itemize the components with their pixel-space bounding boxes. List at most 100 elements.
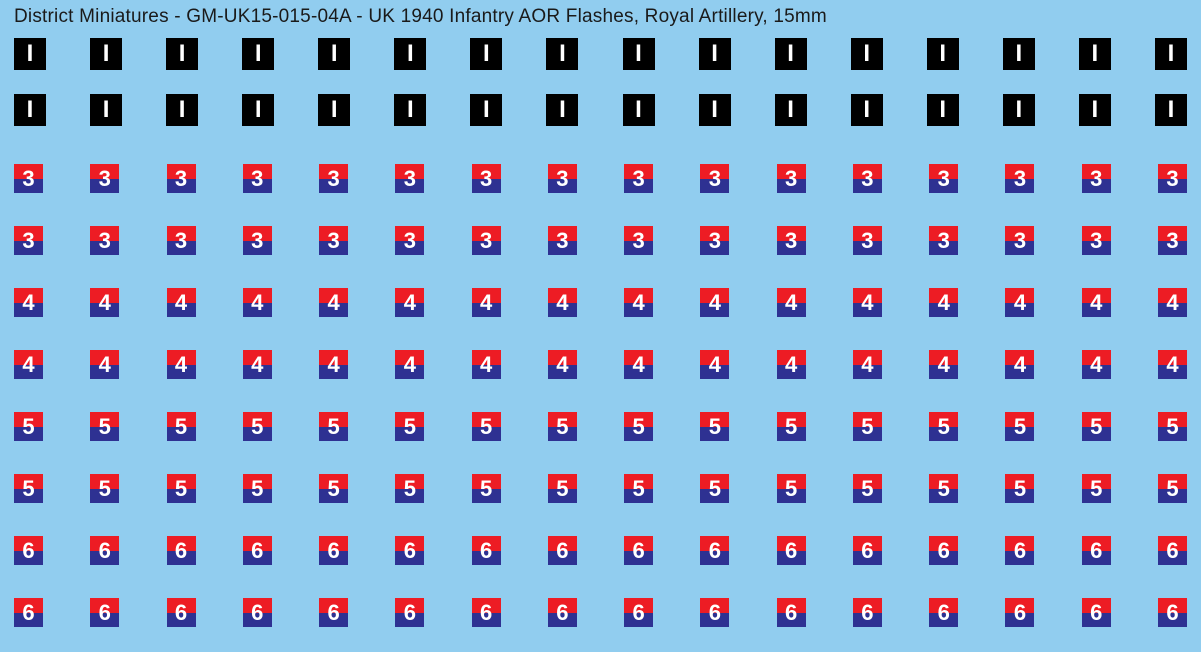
decal-label: 5 xyxy=(175,416,187,438)
decal-tile: 6 xyxy=(14,598,43,627)
decal-tile: 4 xyxy=(1158,288,1187,317)
decal-tile: 3 xyxy=(14,164,43,193)
decal-label: I xyxy=(407,98,414,122)
decal-label: 3 xyxy=(175,168,187,190)
decal-tile: 6 xyxy=(548,598,577,627)
decal-tile: I xyxy=(394,94,426,126)
decal-label: 6 xyxy=(404,602,416,624)
decal-tile: 4 xyxy=(1005,288,1034,317)
decal-tile: 4 xyxy=(1082,288,1111,317)
decal-tile: 4 xyxy=(395,350,424,379)
decal-label: 3 xyxy=(175,230,187,252)
decal-tile: 3 xyxy=(167,226,196,255)
decal-tile: 4 xyxy=(777,288,806,317)
decal-tile: 4 xyxy=(90,288,119,317)
decal-tile: I xyxy=(90,38,122,70)
decal-label: I xyxy=(255,98,262,122)
decal-tile: 5 xyxy=(243,412,272,441)
decal-row: 6666666666666666 xyxy=(14,536,1187,598)
decal-label: 5 xyxy=(1090,478,1102,500)
decal-label: 3 xyxy=(1090,230,1102,252)
decal-label: 4 xyxy=(404,292,416,314)
decal-label: I xyxy=(1168,42,1175,66)
decal-label: 5 xyxy=(99,478,111,500)
decal-tile: 6 xyxy=(777,536,806,565)
decal-label: 5 xyxy=(1166,478,1178,500)
decal-label: 3 xyxy=(251,168,263,190)
decal-label: 3 xyxy=(633,230,645,252)
decal-tile: 5 xyxy=(1005,412,1034,441)
decal-tile: 4 xyxy=(853,350,882,379)
decal-tile: I xyxy=(242,94,274,126)
decal-label: I xyxy=(103,98,110,122)
decal-tile: 3 xyxy=(853,226,882,255)
decal-label: I xyxy=(331,42,338,66)
decal-label: 5 xyxy=(1014,416,1026,438)
decal-tile: 5 xyxy=(472,474,501,503)
decal-tile: 5 xyxy=(929,474,958,503)
decal-label: I xyxy=(27,42,34,66)
decal-tile: 3 xyxy=(1082,226,1111,255)
decal-label: 3 xyxy=(633,168,645,190)
decal-label: 5 xyxy=(938,416,950,438)
decal-tile: 4 xyxy=(700,288,729,317)
decal-label: 6 xyxy=(175,540,187,562)
decal-row: 5555555555555555 xyxy=(14,412,1187,474)
decal-tile: 5 xyxy=(395,412,424,441)
decal-label: I xyxy=(1092,42,1099,66)
decal-label: I xyxy=(255,42,262,66)
decal-tile: 3 xyxy=(548,164,577,193)
decal-label: 5 xyxy=(480,416,492,438)
decal-tile: 3 xyxy=(1158,164,1187,193)
decal-label: 6 xyxy=(1090,602,1102,624)
decal-tile: 6 xyxy=(1158,536,1187,565)
decal-tile: 6 xyxy=(167,536,196,565)
decal-label: I xyxy=(559,42,566,66)
decal-label: 3 xyxy=(480,168,492,190)
decal-label: 3 xyxy=(709,168,721,190)
decal-tile: 4 xyxy=(624,288,653,317)
decal-label: 5 xyxy=(633,416,645,438)
decal-label: 5 xyxy=(22,478,34,500)
decal-tile: I xyxy=(775,94,807,126)
decal-label: 3 xyxy=(22,230,34,252)
decal-tile: 6 xyxy=(472,536,501,565)
decal-label: 6 xyxy=(1014,602,1026,624)
decal-tile: 4 xyxy=(1005,350,1034,379)
decal-label: I xyxy=(635,42,642,66)
decal-tile: 6 xyxy=(929,536,958,565)
decal-tile: 6 xyxy=(14,536,43,565)
decal-label: 3 xyxy=(1014,230,1026,252)
decal-label: 6 xyxy=(709,602,721,624)
decal-label: I xyxy=(939,98,946,122)
decal-tile: 6 xyxy=(700,536,729,565)
decal-label: 6 xyxy=(327,540,339,562)
decal-label: 4 xyxy=(22,354,34,376)
decal-tile: 5 xyxy=(90,474,119,503)
decal-label: 6 xyxy=(785,602,797,624)
decal-label: I xyxy=(787,98,794,122)
decal-tile: 3 xyxy=(700,164,729,193)
decal-label: I xyxy=(787,42,794,66)
decal-tile: 5 xyxy=(624,474,653,503)
decal-label: I xyxy=(559,98,566,122)
decal-tile: 3 xyxy=(700,226,729,255)
decal-tile: 5 xyxy=(700,474,729,503)
decal-tile: 5 xyxy=(90,412,119,441)
decal-tile: I xyxy=(927,94,959,126)
decal-label: 3 xyxy=(556,230,568,252)
decal-label: 5 xyxy=(861,478,873,500)
decal-label: 3 xyxy=(404,168,416,190)
decal-tile: I xyxy=(851,94,883,126)
decal-label: 6 xyxy=(22,602,34,624)
decal-tile: 3 xyxy=(395,164,424,193)
decal-tile: 3 xyxy=(1158,226,1187,255)
decal-tile: I xyxy=(1155,38,1187,70)
decal-label: I xyxy=(863,42,870,66)
decal-label: 6 xyxy=(861,602,873,624)
decal-label: 5 xyxy=(1166,416,1178,438)
decal-tile: 4 xyxy=(14,350,43,379)
decal-tile: 4 xyxy=(319,350,348,379)
decal-tile: 3 xyxy=(319,164,348,193)
decal-label: 3 xyxy=(1014,168,1026,190)
